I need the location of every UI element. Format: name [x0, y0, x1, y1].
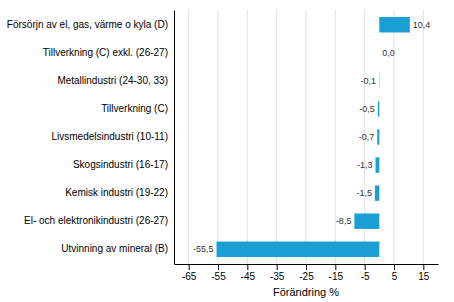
- bar: [375, 185, 379, 200]
- x-tick-label: -25: [299, 271, 314, 282]
- data-label: 0,0: [382, 48, 395, 58]
- bar: [379, 73, 380, 88]
- y-tick-label: Tillverkning (C) exkl. (26-27): [43, 47, 168, 58]
- y-tick: Tillverkning (C) exkl. (26-27): [43, 47, 174, 58]
- x-tick: -65: [182, 264, 197, 282]
- data-label: -1,5: [356, 188, 372, 198]
- chart: -65-55-45-35-25-15-5515Utvinning av mine…: [0, 0, 454, 302]
- grid-line: [276, 10, 277, 264]
- x-tick-label: -15: [329, 271, 344, 282]
- y-tick-label: Livsmedelsindustri (10-11): [51, 131, 168, 142]
- grid-line: [247, 10, 248, 264]
- x-tick: -45: [241, 264, 256, 282]
- x-tick-mark: [247, 264, 248, 270]
- y-tick-label: Tillverkning (C): [101, 103, 168, 114]
- x-tick-label: -5: [361, 271, 370, 282]
- x-tick-label: -45: [241, 271, 256, 282]
- y-axis: Utvinning av mineral (B) El- och elektron…: [7, 11, 175, 265]
- data-label: -8,5: [336, 216, 352, 226]
- x-tick: -25: [299, 264, 314, 282]
- bar: [379, 17, 410, 32]
- x-tick-mark: [306, 264, 307, 270]
- grid-line: [218, 10, 219, 264]
- bar: [376, 157, 380, 172]
- data-label: 10,4: [413, 20, 431, 30]
- y-tick-label: Kemisk industri (19-22): [65, 187, 168, 198]
- y-tick: Livsmedelsindustri (10-11): [51, 131, 174, 142]
- data-label: -0,7: [359, 132, 375, 142]
- bar: [378, 101, 379, 116]
- x-tick-label: -35: [270, 271, 285, 282]
- x-tick: 5: [392, 264, 398, 282]
- grid-line: [423, 10, 424, 264]
- x-tick: -55: [211, 264, 226, 282]
- bar: [379, 45, 380, 60]
- x-tick-mark: [335, 264, 336, 270]
- x-tick-mark: [365, 264, 366, 270]
- y-tick: Försörjn av el, gas, värme o kyla (D): [7, 19, 174, 30]
- plot: -65-55-45-35-25-15-5515Utvinning av mine…: [7, 10, 439, 282]
- y-tick-label: Utvinning av mineral (B): [61, 243, 168, 254]
- y-tick-label: Skogsindustri (16-17): [73, 159, 168, 170]
- x-tick: -5: [361, 264, 370, 282]
- x-tick-label: -65: [182, 271, 197, 282]
- data-label: -0,5: [359, 104, 375, 114]
- grid: [189, 10, 424, 264]
- y-tick: Tillverkning (C): [101, 103, 174, 114]
- y-tick-label: Metallindustri (24-30, 33): [57, 75, 168, 86]
- y-tick: Kemisk industri (19-22): [65, 187, 174, 198]
- x-axis-title: Förändring %: [273, 286, 339, 298]
- y-tick: Metallindustri (24-30, 33): [57, 75, 174, 86]
- y-tick-label: Försörjn av el, gas, värme o kyla (D): [7, 19, 168, 30]
- x-tick-mark: [394, 264, 395, 270]
- grid-line: [188, 10, 189, 264]
- x-tick: -15: [329, 264, 344, 282]
- y-tick: Utvinning av mineral (B): [61, 243, 174, 254]
- bar: [377, 129, 379, 144]
- x-tick-mark: [423, 264, 424, 270]
- grid-line: [306, 10, 307, 264]
- bars: [217, 17, 410, 257]
- data-label: -0,1: [361, 76, 377, 86]
- y-tick: El- och elektronikindustri (26-27): [24, 215, 174, 226]
- y-tick: Skogsindustri (16-17): [73, 159, 174, 170]
- x-tick: 15: [418, 264, 430, 282]
- y-tick-label: El- och elektronikindustri (26-27): [24, 215, 168, 226]
- bar: [354, 213, 379, 228]
- bar: [217, 242, 380, 257]
- x-tick-mark: [277, 264, 278, 270]
- y-axis-line: [174, 11, 175, 265]
- data-labels: -55,5 -8,5 -1,5 -1,3 -0,7 -0,5 -0,1 0,0 10,4: [193, 20, 430, 255]
- x-tick-mark: [189, 264, 190, 270]
- x-axis: -65-55-45-35-25-15-5515: [175, 264, 439, 282]
- data-label: -55,5: [193, 244, 214, 254]
- x-tick-mark: [218, 264, 219, 270]
- data-label: -1,3: [357, 160, 373, 170]
- x-tick-label: -55: [211, 271, 226, 282]
- x-tick-label: 5: [392, 271, 398, 282]
- x-tick: -35: [270, 264, 285, 282]
- x-tick-label: 15: [418, 271, 430, 282]
